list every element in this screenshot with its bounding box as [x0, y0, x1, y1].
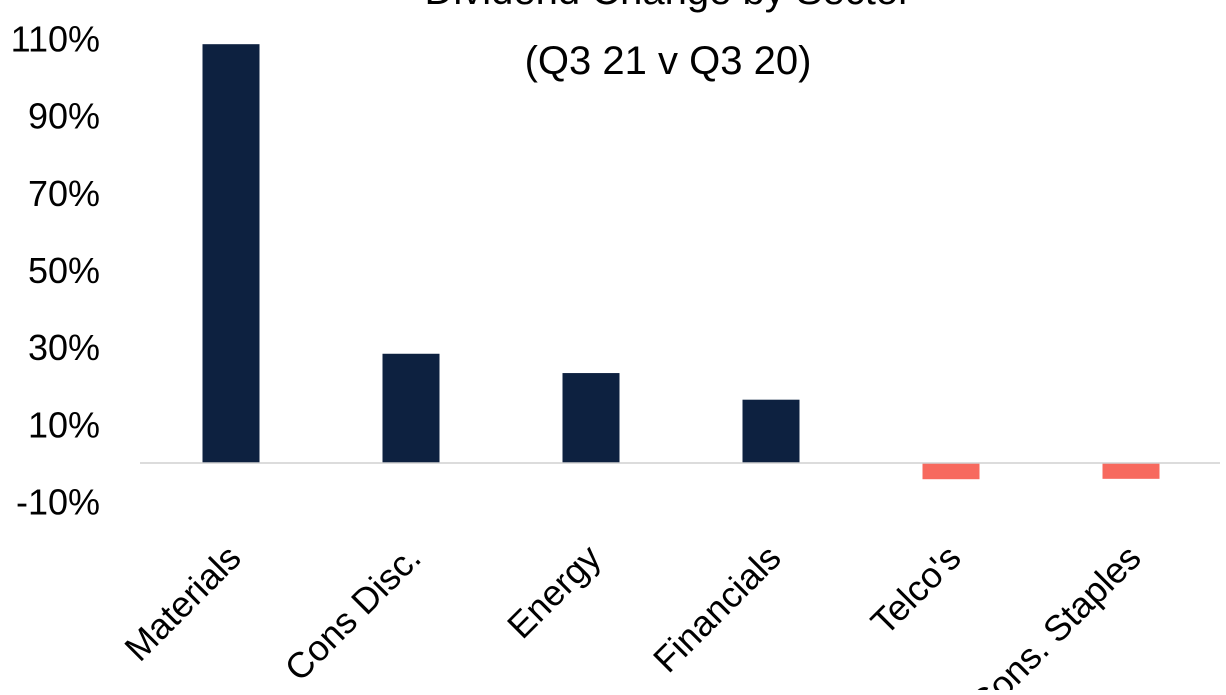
bar-cons-disc: [382, 353, 440, 463]
x-category-label: Cons Disc.: [277, 537, 429, 689]
y-axis-ticks: -10% 10% 30% 50% 70% 90% 110%: [11, 18, 100, 522]
x-category-label: Energy: [499, 537, 609, 647]
y-tick-label: 30%: [28, 327, 100, 368]
x-category-label: Materials: [116, 537, 248, 669]
bar-energy: [562, 373, 620, 463]
chart-title-line-2: (Q3 21 v Q3 20): [525, 39, 812, 83]
x-category-label: Cons. Staples: [961, 537, 1148, 690]
bar-financials: [742, 399, 800, 463]
y-tick-label: -10%: [16, 482, 100, 523]
y-tick-label: 90%: [28, 96, 100, 137]
x-category-label: Financials: [645, 537, 789, 681]
y-tick-label: 70%: [28, 173, 100, 214]
chart-title-line-1: Dividend Change by Sector: [425, 0, 912, 13]
bars-group: [202, 44, 1160, 480]
bar-materials: [202, 44, 260, 463]
y-tick-label: 50%: [28, 250, 100, 291]
y-tick-label: 110%: [11, 18, 100, 59]
bar-telco-s: [922, 463, 980, 480]
y-tick-label: 10%: [28, 404, 100, 445]
bar-cons-staples: [1102, 463, 1160, 479]
x-category-label: Telco's: [863, 537, 969, 643]
x-axis-categories: Materials Cons Disc. Energy Financials Telco…: [116, 537, 1148, 695]
